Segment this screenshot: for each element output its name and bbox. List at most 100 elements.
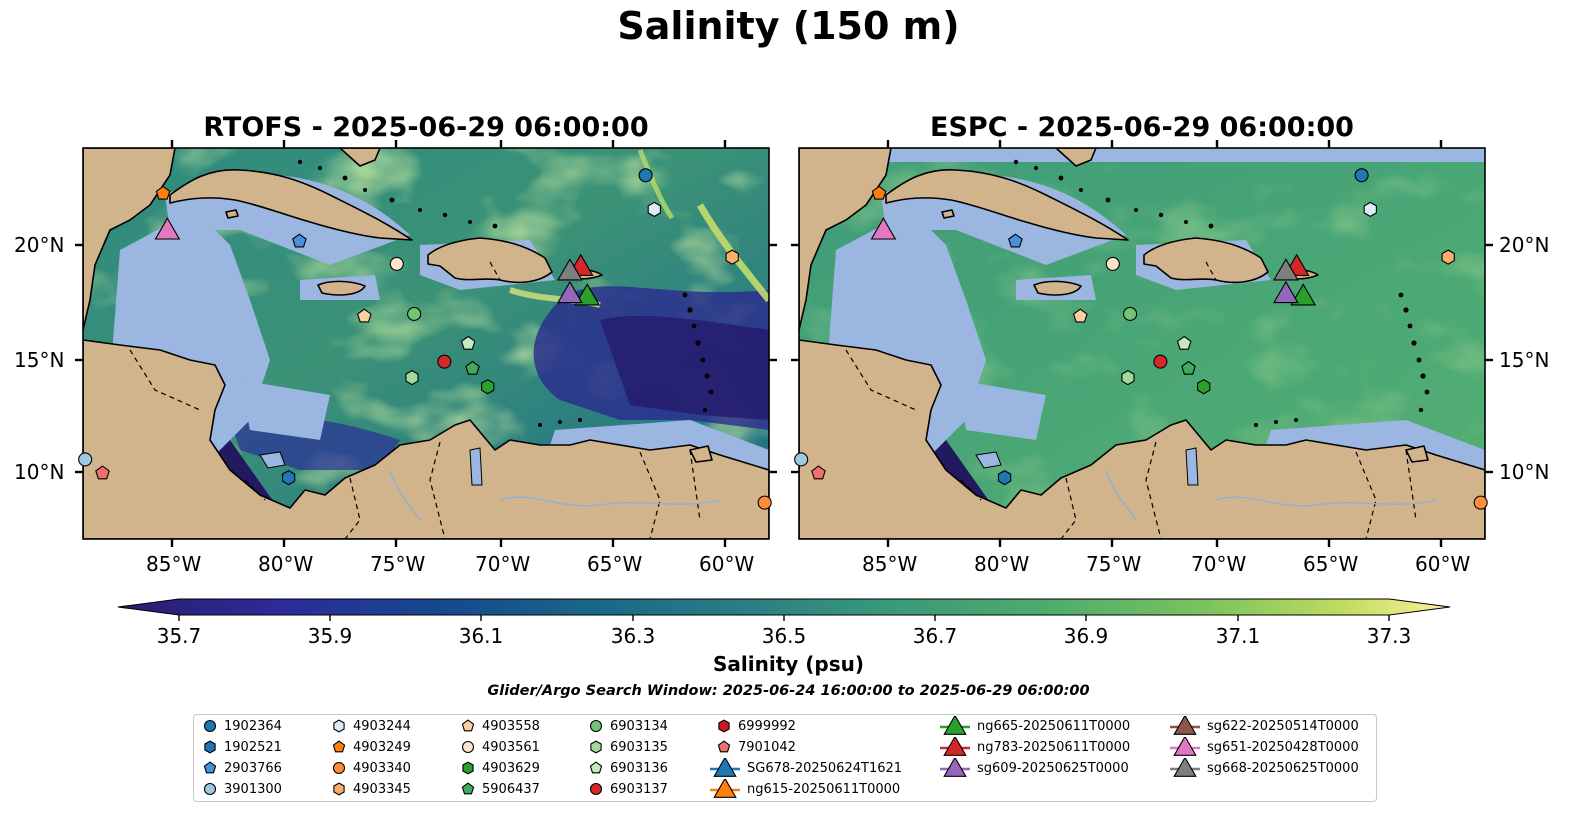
argo-float-1902364 [1354,168,1369,183]
legend-item: 4903629 [460,758,540,778]
argo-float-1902364 [638,168,653,183]
observations-rtofs [78,168,772,510]
legend-item: 3901300 [202,779,282,799]
float-circle-icon [332,761,346,775]
lon-tick-label: 70°W [475,552,531,576]
legend-item: 5906437 [460,779,540,799]
legend-item: 4903345 [331,779,411,799]
argo-float-4903629 [481,379,495,395]
legend-item: sg651-20250428T0000 [1169,737,1359,757]
lat-tick-label: 15°N [14,348,65,372]
argo-float-2903766 [1008,233,1023,248]
float-circle-icon [589,719,603,733]
lon-tick-label: 85°W [146,552,202,576]
legend-label: 6903135 [610,739,668,755]
argo-float-4903340 [757,495,772,510]
legend-item: 4903244 [331,716,411,736]
legend-item: 4903561 [460,737,540,757]
legend-label: sg609-20250625T0000 [977,760,1129,776]
float-circle-icon [461,740,475,754]
lon-tick-label: 75°W [1086,552,1142,576]
panel-title-espc: ESPC - 2025-06-29 06:00:00 [930,112,1354,143]
legend-item: 1902521 [202,737,282,757]
legend-label: ng783-20250611T0000 [977,739,1131,755]
float-hexagon-icon [462,761,474,775]
glider-triangle-icon [943,758,967,777]
legend-item: ng615-20250611T0000 [709,779,900,799]
legend-item: ng665-20250611T0000 [939,716,1130,736]
legend-label: 7901042 [738,739,796,755]
argo-float-4903345 [725,249,739,265]
glider-triangle-icon [713,758,737,777]
legend-item: 4903249 [331,737,411,757]
legend-label: 2903766 [224,760,282,776]
colorbar-tick-label: 36.3 [610,624,656,648]
argo-float-5906437 [465,360,480,375]
legend-label: 6999992 [738,718,796,734]
glider-triangle-icon [713,779,737,798]
float-hexagon-icon [590,740,602,754]
colorbar-label: Salinity (psu) [712,652,864,676]
legend-label: sg622-20250514T0000 [1207,718,1359,734]
lat-tick-label: 10°N [14,460,65,484]
argo-float-4903558 [1072,308,1088,323]
legend-label: 6903136 [610,760,668,776]
float-pentagon-icon [589,761,603,774]
float-hexagon-icon [333,782,345,796]
float-pentagon-icon [332,740,346,753]
glider-sg668 [557,258,583,281]
legend-label: sg668-20250625T0000 [1207,760,1359,776]
glider-sg651 [870,217,897,240]
legend-item: sg668-20250625T0000 [1169,758,1359,778]
glider-triangle-icon [943,737,967,756]
argo-float-4903249 [871,185,887,200]
argo-float-6903135 [405,369,419,386]
float-pentagon-icon [461,782,475,795]
lon-tick-label: 65°W [587,552,643,576]
panel-title-rtofs: RTOFS - 2025-06-29 06:00:00 [203,112,649,143]
legend-label: 1902364 [224,718,282,734]
argo-float-6903134 [407,306,422,321]
glider-sg651 [154,217,181,240]
argo-float-4903244 [1363,201,1377,218]
lon-tick-label: 65°W [1303,552,1359,576]
glider-ng665 [574,283,601,306]
float-pentagon-icon [461,719,475,732]
legend-item: ng783-20250611T0000 [939,737,1130,757]
legend-label: ng665-20250611T0000 [977,718,1131,734]
glider-triangle-icon [1173,758,1197,777]
lon-tick-label: 60°W [699,552,755,576]
argo-float-6903137 [437,354,452,369]
argo-float-6903134 [1123,306,1138,321]
legend-label: 1902521 [224,739,282,755]
argo-float-4903249 [155,185,171,200]
legend-label: ng615-20250611T0000 [747,781,901,797]
colorbar [117,598,1451,621]
legend-label: 4903244 [353,718,411,734]
lon-tick-label: 80°W [258,552,314,576]
argo-float-7901042 [811,465,826,480]
lat-tick-label: 15°N [1499,348,1550,372]
float-circle-icon [589,782,603,796]
lat-tick-label: 20°N [14,233,65,257]
float-hexagon-icon [204,740,216,754]
legend-label: 6903134 [610,718,668,734]
legend-item: sg622-20250514T0000 [1169,716,1359,736]
float-pentagon-icon [203,761,217,774]
argo-float-4903561 [389,256,404,271]
legend-label: 5906437 [482,781,540,797]
argo-float-6903136 [460,335,476,350]
argo-float-4903558 [356,308,372,323]
float-pentagon-icon [717,740,731,753]
colorbar-tick-label: 36.5 [761,624,807,648]
espc-map [799,148,1485,539]
argo-float-6903136 [1176,335,1192,350]
legend-label: 3901300 [224,781,282,797]
colorbar-tick-label: 37.1 [1215,624,1261,648]
argo-float-5906437 [1181,360,1196,375]
search-window-caption: Glider/Argo Search Window: 2025-06-24 16… [487,683,1090,699]
legend-item: 6903137 [588,779,668,799]
float-circle-icon [203,782,217,796]
figure-title: Salinity (150 m) [617,4,960,48]
